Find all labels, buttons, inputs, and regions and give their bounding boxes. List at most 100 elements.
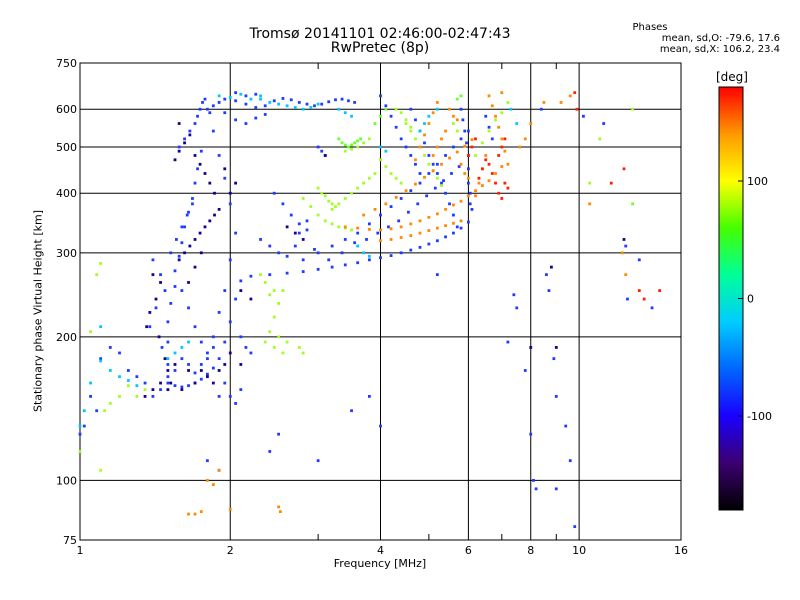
data-point bbox=[376, 231, 380, 235]
data-point bbox=[244, 102, 248, 106]
data-point bbox=[199, 377, 203, 381]
data-point bbox=[154, 306, 158, 310]
data-point bbox=[379, 239, 382, 243]
data-point bbox=[362, 181, 366, 185]
data-point bbox=[199, 510, 203, 514]
data-point bbox=[327, 199, 331, 203]
data-point bbox=[362, 141, 366, 145]
data-point bbox=[187, 281, 190, 284]
data-point bbox=[135, 384, 139, 388]
data-point bbox=[95, 273, 99, 277]
data-point bbox=[223, 97, 227, 101]
data-point bbox=[444, 191, 447, 195]
data-point bbox=[196, 114, 199, 118]
data-point bbox=[490, 172, 494, 175]
y-tick-label: 100 bbox=[56, 474, 77, 487]
data-point bbox=[188, 129, 192, 133]
data-point bbox=[347, 145, 350, 149]
data-point bbox=[183, 225, 186, 229]
data-point bbox=[193, 265, 197, 269]
data-point bbox=[459, 107, 463, 111]
data-point bbox=[477, 176, 481, 180]
data-point bbox=[154, 297, 158, 301]
data-point bbox=[211, 129, 215, 133]
data-point bbox=[455, 118, 459, 122]
data-point bbox=[547, 289, 551, 292]
data-point bbox=[404, 189, 408, 193]
data-point bbox=[239, 335, 243, 339]
data-point bbox=[384, 149, 388, 153]
data-point bbox=[118, 351, 121, 355]
data-point bbox=[343, 263, 347, 267]
data-point bbox=[78, 424, 82, 428]
data-point bbox=[435, 239, 439, 243]
data-point bbox=[356, 244, 360, 248]
data-point bbox=[305, 219, 309, 223]
data-point bbox=[217, 207, 221, 211]
colorbar-tick-label: -100 bbox=[747, 410, 772, 423]
data-point bbox=[399, 137, 403, 141]
data-point bbox=[650, 306, 654, 310]
data-point bbox=[206, 357, 209, 361]
data-point bbox=[330, 207, 334, 211]
x-tick-label: 16 bbox=[674, 544, 688, 557]
data-point bbox=[379, 228, 382, 232]
data-point bbox=[529, 346, 533, 349]
data-point bbox=[384, 107, 388, 111]
data-point bbox=[166, 388, 170, 392]
data-point bbox=[316, 145, 320, 149]
data-point bbox=[468, 202, 472, 206]
data-point bbox=[118, 375, 121, 379]
data-point bbox=[356, 231, 360, 235]
data-point bbox=[658, 289, 662, 292]
data-point bbox=[213, 191, 216, 195]
data-point bbox=[626, 297, 629, 301]
data-point bbox=[534, 487, 538, 491]
data-point bbox=[452, 122, 455, 125]
data-point bbox=[490, 104, 494, 108]
data-point bbox=[387, 225, 390, 229]
data-point bbox=[427, 172, 431, 175]
data-point bbox=[431, 154, 435, 157]
data-point bbox=[515, 122, 519, 125]
data-point bbox=[193, 122, 197, 125]
data-point bbox=[330, 244, 334, 248]
data-point bbox=[484, 154, 488, 157]
data-point bbox=[468, 191, 472, 195]
data-point bbox=[500, 145, 504, 149]
data-point bbox=[418, 231, 422, 235]
data-point bbox=[455, 129, 459, 133]
data-point bbox=[254, 106, 258, 109]
data-point bbox=[435, 107, 439, 111]
data-point bbox=[206, 375, 209, 379]
data-point bbox=[515, 306, 519, 310]
data-point bbox=[463, 129, 467, 133]
data-point bbox=[356, 186, 360, 190]
phases-o-stats: mean, sd,O: -79.6, 17.6 bbox=[661, 33, 780, 44]
data-point bbox=[268, 273, 272, 277]
data-point bbox=[500, 111, 504, 115]
data-point bbox=[435, 226, 439, 230]
data-point bbox=[297, 222, 301, 226]
data-point bbox=[353, 101, 357, 104]
data-point bbox=[494, 172, 497, 175]
data-point bbox=[180, 225, 184, 229]
data-point bbox=[494, 114, 497, 118]
data-point bbox=[187, 340, 190, 344]
data-point bbox=[281, 97, 285, 100]
data-point bbox=[187, 369, 190, 372]
data-point bbox=[177, 258, 181, 262]
data-point bbox=[173, 369, 177, 372]
data-point bbox=[465, 141, 468, 145]
y-tick-label: 400 bbox=[56, 187, 77, 200]
data-point bbox=[177, 122, 181, 125]
data-point bbox=[78, 450, 82, 453]
data-point bbox=[211, 381, 215, 385]
data-point bbox=[506, 340, 510, 344]
data-point bbox=[487, 179, 491, 183]
data-point bbox=[480, 184, 484, 187]
data-point bbox=[350, 143, 353, 147]
data-point bbox=[414, 162, 417, 166]
data-point bbox=[588, 181, 592, 185]
x-axis-label: Frequency [MHz] bbox=[333, 557, 427, 570]
